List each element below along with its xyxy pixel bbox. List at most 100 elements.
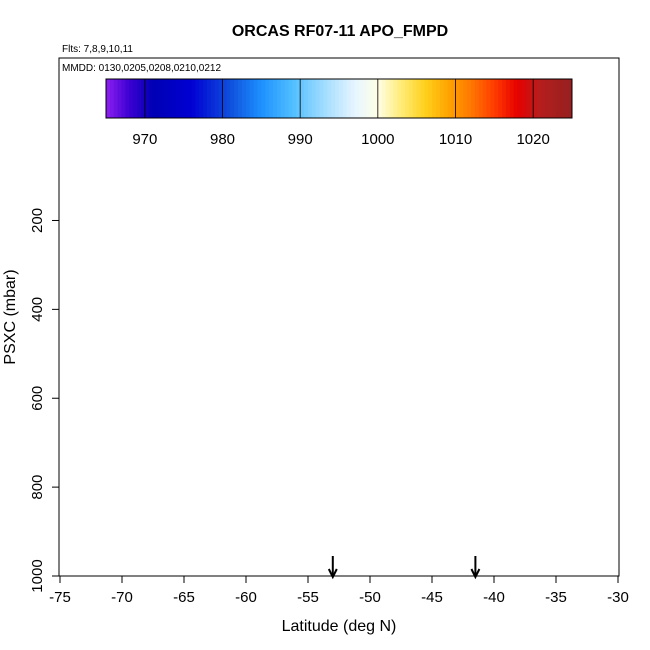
colorbar-segment: [323, 79, 328, 118]
observation-marker: [88, 291, 97, 300]
colorbar-segment: [272, 79, 278, 118]
observation-marker: [108, 290, 117, 299]
observation-marker: [401, 269, 411, 278]
colorbar-segment: [292, 79, 297, 118]
colorbar-segment: [505, 79, 511, 118]
x-tick-label: -55: [297, 589, 319, 606]
colorbar-segment: [276, 79, 282, 118]
arrow-head: [470, 568, 481, 580]
observation-marker: [424, 289, 433, 298]
observation-marker: [316, 289, 325, 298]
colorbar-segment: [307, 79, 313, 118]
colorbar-segment: [346, 79, 352, 118]
observation-marker: [487, 287, 496, 297]
colorbar-segment: [179, 79, 185, 118]
colorbar-segment: [412, 79, 418, 118]
colorbar-segment: [304, 79, 309, 118]
observation-marker: [399, 248, 408, 257]
colorbar-tick-label: 1000: [361, 131, 394, 148]
observation-marker: [384, 293, 393, 302]
colorbar-segment: [261, 79, 266, 118]
observation-marker: [465, 290, 474, 299]
y-axis: 200 400 600 800 1000: [29, 208, 59, 593]
observation-marker: [502, 269, 511, 278]
observation-marker: [382, 266, 391, 275]
x-tick-label: -40: [483, 589, 505, 606]
colorbar-segment: [296, 79, 301, 118]
observation-marker: [280, 211, 289, 220]
observation-marker: [267, 214, 277, 223]
colorbar-segment: [152, 79, 157, 118]
colorbar-segment: [459, 79, 464, 118]
colorbar-segment: [249, 79, 255, 118]
observation-marker: [151, 240, 160, 249]
colorbar-segment: [443, 79, 449, 118]
observation-marker: [512, 283, 521, 292]
colorbar-segment: [183, 79, 189, 118]
colorbar-segment: [533, 79, 538, 118]
colorbar-segment: [424, 79, 429, 118]
colorbar-segment: [137, 79, 142, 118]
colorbar-segment: [478, 79, 484, 118]
observation-marker: [96, 292, 106, 301]
colorbar-segment: [560, 79, 565, 118]
observation-marker: [194, 267, 203, 277]
colorbar-segment: [463, 79, 468, 118]
colorbar-segment: [509, 79, 515, 118]
colorbar-segment: [253, 79, 258, 118]
observation-marker: [373, 248, 382, 257]
observation-marker: [518, 211, 527, 220]
observation-marker: [214, 220, 223, 229]
colorbar-segment: [175, 79, 181, 118]
observation-marker: [510, 266, 520, 275]
colorbar-segment: [447, 79, 453, 118]
colorbar-segment: [556, 79, 561, 118]
observation-marker: [249, 211, 258, 220]
colorbar-segment: [327, 79, 332, 118]
x-tick-label: -35: [545, 589, 567, 606]
x-tick-label: -50: [359, 589, 381, 606]
colorbar-segment: [257, 79, 262, 118]
chart-title: ORCAS RF07-11 APO_FMPD: [232, 23, 448, 40]
colorbar-segment: [354, 79, 359, 118]
observation-marker: [295, 292, 304, 301]
colorbar-segment: [168, 79, 173, 118]
colorbar-segment: [537, 79, 542, 118]
colorbar-segment: [284, 79, 290, 118]
colorbar-segment: [521, 79, 526, 118]
colorbar-segment: [525, 79, 530, 118]
colorbar-segment: [513, 79, 519, 118]
observation-marker: [89, 234, 98, 243]
colorbar-segment: [408, 79, 414, 118]
observation-marker: [522, 211, 531, 220]
colorbar-segment: [331, 79, 336, 118]
colorbar-segment: [133, 79, 138, 118]
observation-marker: [515, 211, 525, 220]
observation-marker: [96, 266, 106, 275]
observation-marker: [432, 269, 442, 278]
observation-marker: [224, 274, 233, 283]
colorbar-segment: [517, 79, 523, 118]
colorbar-segment: [416, 79, 422, 118]
colorbar-segment: [226, 79, 231, 118]
observation-marker: [395, 292, 404, 301]
x-tick-label: -60: [235, 589, 257, 606]
colorbar-segment: [552, 79, 557, 118]
observation-marker: [272, 237, 282, 246]
colorbar-segment: [319, 79, 324, 118]
colorbar-segment: [564, 79, 569, 118]
colorbar-segment: [393, 79, 398, 118]
observation-marker: [528, 211, 537, 220]
colorbar-segment: [358, 79, 363, 118]
x-tick-label: -45: [421, 589, 443, 606]
observation-marker: [341, 292, 350, 301]
observation-marker: [275, 292, 284, 301]
observation-marker: [110, 272, 119, 281]
colorbar-segment: [191, 79, 196, 118]
y-tick-label: 400: [29, 297, 46, 322]
colorbar: 970 980 990 1000 1010 1020: [105, 78, 573, 148]
observation-marker: [523, 280, 532, 289]
colorbar-segment: [529, 79, 534, 118]
observation-marker: [582, 273, 592, 282]
observation-marker: [348, 209, 357, 218]
